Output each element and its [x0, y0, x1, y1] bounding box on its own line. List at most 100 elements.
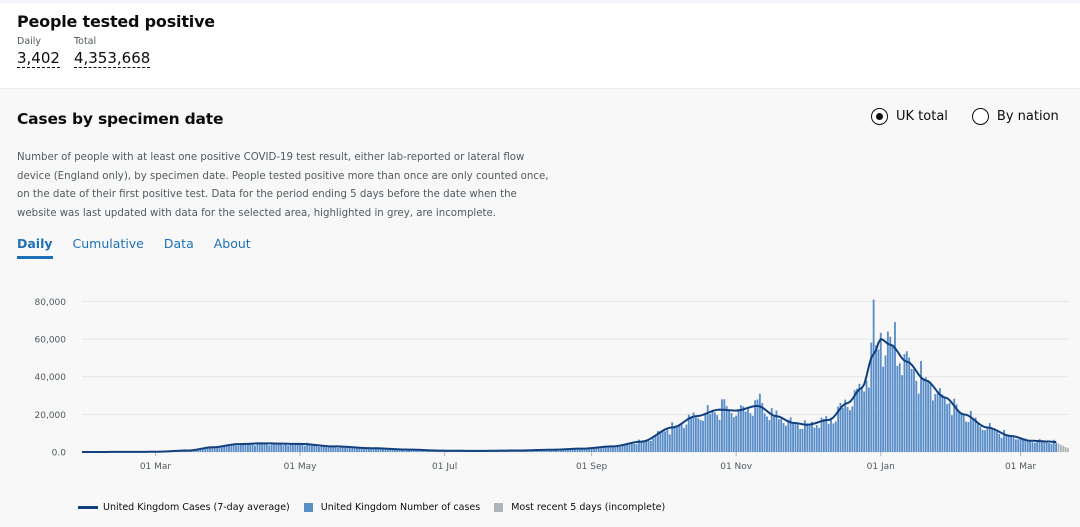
daily-bar	[844, 399, 847, 452]
daily-bar	[299, 443, 301, 452]
daily-bar	[1010, 435, 1013, 452]
daily-bar	[569, 449, 572, 452]
x-tick-label: 01 Nov	[720, 462, 753, 472]
daily-bar	[943, 396, 946, 452]
daily-bar	[849, 410, 851, 452]
daily-bar	[870, 342, 873, 452]
daily-bar	[863, 391, 866, 452]
daily-bar	[232, 445, 235, 452]
daily-bar	[704, 412, 707, 452]
radio-uk-total-label: UK total	[896, 109, 948, 124]
daily-bar	[642, 440, 645, 452]
daily-bar	[671, 422, 674, 452]
daily-bar	[737, 409, 740, 452]
daily-bar	[574, 448, 576, 452]
daily-bar	[960, 413, 963, 452]
x-tick-label: 01 Mar	[140, 462, 172, 472]
daily-bar	[711, 409, 714, 452]
daily-bar	[1024, 438, 1027, 452]
radio-uk-total[interactable]: UK total	[871, 108, 948, 125]
daily-bar	[287, 445, 290, 452]
daily-bar	[218, 447, 221, 452]
daily-bar	[609, 446, 612, 452]
total-value[interactable]: 4,353,668	[73, 49, 151, 68]
daily-bar	[1055, 442, 1058, 452]
daily-bar	[1014, 439, 1017, 452]
daily-bar	[856, 388, 858, 452]
daily-bar	[583, 448, 586, 452]
daily-bar	[550, 450, 553, 452]
daily-bar	[211, 446, 214, 452]
daily-bar	[619, 447, 621, 452]
daily-bar	[576, 448, 579, 452]
daily-bar	[747, 408, 749, 452]
radio-by-nation-circle[interactable]	[971, 108, 989, 125]
daily-bar	[920, 360, 922, 452]
daily-bar	[607, 446, 610, 452]
daily-bar	[979, 426, 982, 452]
daily-bar	[974, 417, 977, 452]
daily-bar	[306, 442, 309, 452]
daily-bar	[841, 408, 844, 452]
daily-bar	[322, 445, 325, 452]
legend-item-incomplete[interactable]: Most recent 5 days (incomplete)	[494, 502, 665, 513]
tab-cumulative[interactable]: Cumulative	[72, 236, 144, 251]
daily-bar	[341, 446, 344, 452]
daily-bar	[936, 391, 939, 452]
daily-stat: Daily 3,402	[17, 36, 60, 68]
daily-bar	[270, 444, 273, 452]
daily-bar	[661, 430, 664, 452]
daily-value[interactable]: 3,402	[17, 49, 60, 68]
daily-bar	[993, 429, 996, 452]
daily-bar	[398, 449, 401, 452]
daily-bar	[773, 416, 776, 452]
tab-data[interactable]: Data	[163, 236, 194, 251]
daily-bar	[346, 447, 349, 452]
daily-bar	[792, 423, 794, 452]
daily-bar	[777, 419, 780, 452]
daily-bar	[268, 445, 271, 452]
daily-bar	[785, 425, 787, 452]
daily-bar	[735, 415, 738, 452]
daily-bar	[934, 394, 937, 452]
x-tick-label: 01 Jul	[432, 462, 457, 472]
daily-bar	[275, 442, 278, 452]
daily-bar	[837, 406, 840, 452]
daily-bar	[235, 445, 237, 452]
daily-bar	[683, 427, 685, 452]
daily-bar	[1029, 440, 1031, 452]
radio-by-nation[interactable]: By nation	[971, 108, 1059, 125]
daily-bar	[967, 422, 970, 452]
x-tick-label: 01 Mar	[1005, 462, 1037, 472]
daily-bar	[725, 406, 728, 452]
daily-bar	[872, 299, 875, 452]
tab-about[interactable]: About	[213, 236, 251, 251]
daily-bar	[595, 447, 598, 452]
daily-bar	[315, 445, 318, 452]
legend-item-average[interactable]: United Kingdom Cases (7-day average)	[78, 502, 290, 513]
daily-bar	[410, 449, 413, 452]
daily-bar	[882, 366, 885, 452]
daily-bar	[566, 449, 569, 452]
daily-bar	[766, 416, 768, 452]
daily-bar	[626, 443, 629, 452]
daily-bar	[401, 449, 403, 452]
daily-bar	[664, 431, 666, 452]
daily-bar	[412, 449, 415, 452]
chart-legend: United Kingdom Cases (7-day average) Uni…	[78, 502, 679, 513]
daily-bar	[548, 449, 550, 452]
daily-bar	[962, 414, 965, 452]
radio-uk-total-circle[interactable]	[871, 108, 888, 125]
daily-bar	[794, 422, 797, 452]
legend-item-cases[interactable]: United Kingdom Number of cases	[303, 502, 480, 513]
daily-bar	[597, 447, 600, 452]
tab-daily[interactable]: Daily	[17, 236, 53, 259]
daily-bar	[796, 423, 799, 452]
daily-bar	[659, 431, 662, 452]
total-stat: Total 4,353,668	[73, 36, 151, 68]
cases-chart[interactable]: 0.0 20,000 40,000 60,000 80,000 01 Mar 01 May 0…	[0, 284, 1080, 490]
daily-bar	[910, 368, 913, 452]
card-title: Cases by specimen date	[17, 110, 224, 128]
daily-bar	[1007, 435, 1010, 452]
daily-bar	[578, 448, 581, 452]
